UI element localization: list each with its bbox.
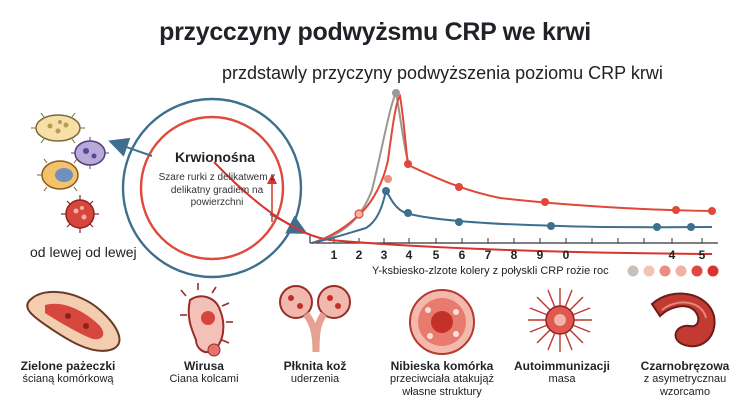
bacteria-icon xyxy=(26,290,121,352)
grey-peak-line xyxy=(311,90,409,244)
cause-name: Wirusa xyxy=(184,359,224,373)
axis-tick: 6 xyxy=(458,248,466,262)
microbe-red-spiky-icon xyxy=(61,195,99,233)
blue-dot xyxy=(382,187,390,195)
left-caption: od lewej od lewej xyxy=(30,244,137,260)
microbe-ovoid-yellow-icon xyxy=(31,112,85,144)
cause-desc: masa xyxy=(548,373,576,385)
axis-tick: 5 xyxy=(698,248,706,262)
subtitle: przdstawly przyczyny podwyższenia poziom… xyxy=(222,63,663,83)
axis-tick: 5 xyxy=(432,248,440,262)
cause-virus: Wirusa Ciana kolcami xyxy=(142,359,266,386)
legend-dots xyxy=(627,265,719,277)
curved-icon xyxy=(650,292,716,348)
axis-tick: 9 xyxy=(536,248,544,262)
red-marker xyxy=(267,174,277,184)
arrow-to-microbes xyxy=(108,137,153,157)
axis-tick: 3 xyxy=(380,248,388,262)
legend-dot xyxy=(675,265,687,277)
red-dot xyxy=(672,206,680,214)
cause-name: Autoimmunizacji xyxy=(513,359,610,373)
cause-cell: Nibieska komórka przeciwciała atakująż w… xyxy=(380,359,504,399)
vessel-circle xyxy=(121,97,303,279)
legend-dot xyxy=(707,265,719,277)
axis-tick: 2 xyxy=(355,248,363,262)
legend-dot xyxy=(691,265,703,277)
cause-name: Zielone pażeczki xyxy=(20,359,116,373)
red-dot xyxy=(404,160,412,168)
cause-name: Nibieska komórka xyxy=(390,359,494,373)
microbe-purple-icon xyxy=(71,137,109,169)
blue-dot xyxy=(404,209,412,217)
cause-bacteria: Zielone pażeczki ścianą komórkową xyxy=(6,359,130,386)
microbe-orange-icon xyxy=(37,158,79,192)
cause-desc: z asymetrycznau wzorcamo xyxy=(643,373,727,398)
grey-peak-dot xyxy=(392,89,400,97)
page-title: przycczyny podwyżsmu CRP we krwi xyxy=(159,18,591,46)
blue-dot xyxy=(455,218,463,226)
cell-icon xyxy=(409,289,475,355)
tissue-icon xyxy=(279,285,351,353)
cause-desc: Ciana kolcami xyxy=(169,373,239,385)
spiky-icon xyxy=(528,288,592,352)
blue-dot xyxy=(547,222,555,230)
legend-dot xyxy=(659,265,671,277)
red-dot xyxy=(354,209,364,219)
cause-tissue: Płknita kož uderzenia xyxy=(253,359,377,386)
red-peak-line xyxy=(311,93,713,244)
axis-tick: 7 xyxy=(484,248,492,262)
axis-caption: Y-ksbiesko-zlzote kolery z połyskli CRP … xyxy=(372,265,609,277)
red-dot xyxy=(455,183,463,191)
cause-name: Płknita kož xyxy=(283,359,347,373)
legend-dot xyxy=(627,265,639,277)
blue-dot xyxy=(653,223,661,231)
cause-desc: przeciwciała atakująż własne struktury xyxy=(390,373,494,398)
circle-title: Krwionośna xyxy=(174,149,256,165)
red-dot xyxy=(384,175,392,183)
axis-tick: 1 xyxy=(330,248,338,262)
virus-icon xyxy=(180,283,233,357)
cause-name: Czarnobręzowa xyxy=(640,359,730,373)
axis-tick: 0 xyxy=(562,248,570,262)
legend-dot xyxy=(643,265,655,277)
axis-tick: 8 xyxy=(510,248,518,262)
red-decline-line xyxy=(213,161,713,255)
red-dot xyxy=(708,207,716,215)
chart-axis xyxy=(309,235,718,244)
blue-dot xyxy=(687,223,695,231)
cause-desc: ścianą komórkową xyxy=(22,373,114,385)
red-dot xyxy=(541,198,549,206)
axis-tick: 4 xyxy=(405,248,413,262)
cause-autoimmune: Autoimmunizacji masa xyxy=(500,359,624,386)
axis-tick: 4 xyxy=(668,248,676,262)
circle-description: Szare rurki z delikatwem z delikatny gra… xyxy=(158,172,276,208)
cause-curved: Czarnobręzowa z asymetrycznau wzorcamo xyxy=(623,359,747,399)
cause-desc: uderzenia xyxy=(290,373,340,385)
